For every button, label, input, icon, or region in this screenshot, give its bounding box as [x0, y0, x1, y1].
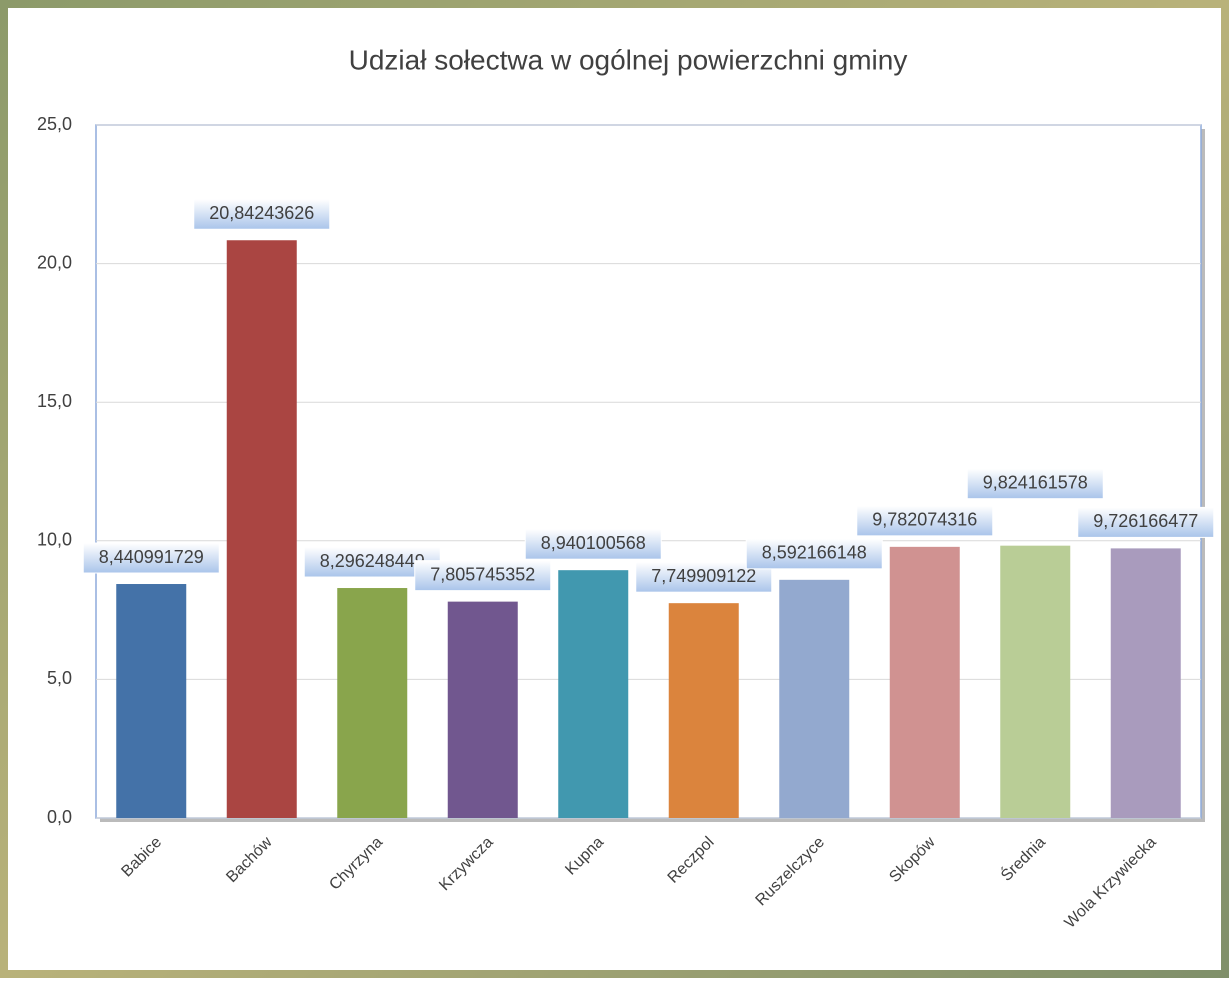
- bar: [447, 601, 518, 818]
- data-label-box: [193, 198, 331, 230]
- data-label: 8,592166148: [762, 543, 867, 563]
- data-label-box: [414, 560, 552, 592]
- bar: [779, 579, 850, 818]
- bar: [889, 546, 960, 818]
- bar: [1000, 545, 1071, 818]
- data-label: 7,749909122: [651, 566, 756, 586]
- data-label: 8,296248449: [320, 551, 425, 571]
- data-label: 20,84243626: [209, 203, 314, 223]
- data-label: 9,824161578: [983, 472, 1088, 492]
- data-label-box: [524, 528, 662, 560]
- bar: [668, 603, 739, 818]
- bar: [337, 588, 408, 818]
- bar: [558, 570, 629, 818]
- bar: [1110, 548, 1181, 818]
- y-tick-label: 10,0: [37, 530, 72, 550]
- data-label-box: [856, 505, 994, 537]
- data-label-box: [82, 542, 220, 574]
- data-label-box: [745, 538, 883, 570]
- y-tick-label: 20,0: [37, 252, 72, 272]
- data-label: 8,440991729: [99, 547, 204, 567]
- data-label: 9,782074316: [872, 510, 977, 530]
- y-tick-label: 15,0: [37, 391, 72, 411]
- data-label: 8,940100568: [541, 533, 646, 553]
- data-label-box: [1077, 506, 1215, 538]
- data-label: 7,805745352: [430, 564, 535, 584]
- bar: [226, 240, 297, 818]
- chart-title: Udział sołectwa w ogólnej powierzchni gm…: [349, 44, 908, 75]
- bar: [116, 584, 187, 818]
- y-tick-label: 0,0: [47, 807, 72, 827]
- y-tick-label: 25,0: [37, 114, 72, 134]
- data-label-box: [966, 468, 1104, 500]
- data-label: 9,726166477: [1093, 511, 1198, 531]
- y-tick-label: 5,0: [47, 668, 72, 688]
